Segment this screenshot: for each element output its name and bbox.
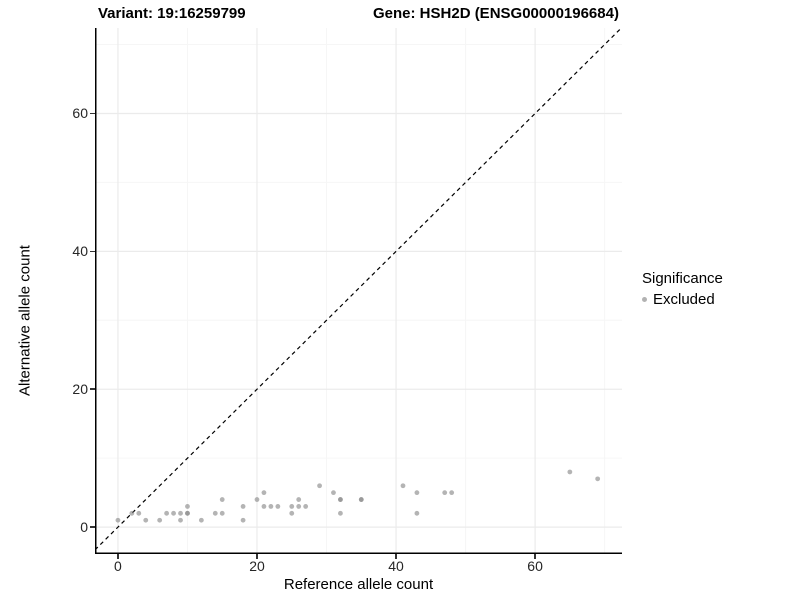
data-point: [449, 490, 455, 496]
legend-item-excluded: Excluded: [642, 291, 723, 308]
legend-title: Significance: [642, 270, 723, 287]
x-tick-label: 40: [388, 558, 404, 574]
legend-item-label: Excluded: [653, 291, 715, 308]
x-tick-mark: [395, 554, 397, 559]
data-point: [129, 510, 135, 516]
x-tick-mark: [256, 554, 258, 559]
y-tick-label: 20: [72, 381, 88, 398]
y-tick-mark: [90, 112, 95, 115]
data-point: [414, 510, 420, 516]
data-point: [136, 510, 142, 516]
x-tick-label: 60: [527, 558, 543, 574]
data-point: [414, 490, 420, 496]
x-tick-mark: [534, 554, 536, 559]
data-point: [331, 490, 336, 496]
data-point: [240, 517, 246, 523]
data-point: [442, 490, 448, 496]
scatter-plot-canvas: [95, 28, 622, 554]
data-point: [254, 497, 260, 502]
data-point: [185, 504, 190, 509]
data-point: [275, 504, 281, 509]
plot-panel: [95, 28, 622, 554]
plot-title-gene: Gene: HSH2D (ENSG00000196684): [373, 5, 619, 22]
data-point: [567, 469, 573, 475]
data-point: [338, 510, 343, 516]
data-point: [289, 510, 295, 516]
data-point: [261, 504, 267, 509]
excluded-point-icon: [642, 297, 647, 302]
data-point: [400, 483, 406, 489]
x-tick-label: 20: [249, 558, 265, 574]
data-point: [143, 517, 149, 523]
data-point: [219, 510, 225, 516]
data-point: [240, 504, 246, 509]
x-tick-label: 0: [114, 558, 122, 574]
data-point: [595, 476, 601, 482]
data-point: [317, 483, 322, 489]
data-point: [338, 497, 343, 502]
data-point: [358, 497, 364, 502]
data-point: [157, 517, 163, 523]
data-point: [164, 510, 170, 516]
y-tick-mark: [90, 388, 95, 390]
data-point: [178, 510, 183, 516]
data-point: [171, 510, 176, 516]
y-tick-label: 60: [72, 105, 88, 122]
identity-line: [95, 28, 622, 551]
legend: Significance Excluded: [642, 270, 723, 308]
y-axis-title: Alternative allele count: [16, 245, 34, 396]
data-point: [303, 504, 309, 509]
data-point: [296, 497, 302, 502]
data-point: [261, 490, 267, 496]
data-point: [198, 517, 204, 523]
y-tick-label: 40: [72, 243, 88, 260]
data-point: [115, 517, 121, 523]
y-tick-mark: [90, 526, 95, 528]
data-point: [268, 504, 274, 509]
plot-title-variant: Variant: 19:16259799: [98, 5, 246, 22]
data-point: [212, 510, 218, 516]
y-tick-label: 0: [80, 519, 88, 536]
x-tick-mark: [117, 554, 119, 559]
y-tick-mark: [90, 250, 95, 253]
data-point: [289, 504, 295, 509]
data-point: [185, 510, 190, 516]
x-axis-title: Reference allele count: [283, 576, 434, 593]
data-point: [296, 504, 302, 509]
data-point: [219, 497, 225, 502]
data-point: [178, 517, 183, 523]
